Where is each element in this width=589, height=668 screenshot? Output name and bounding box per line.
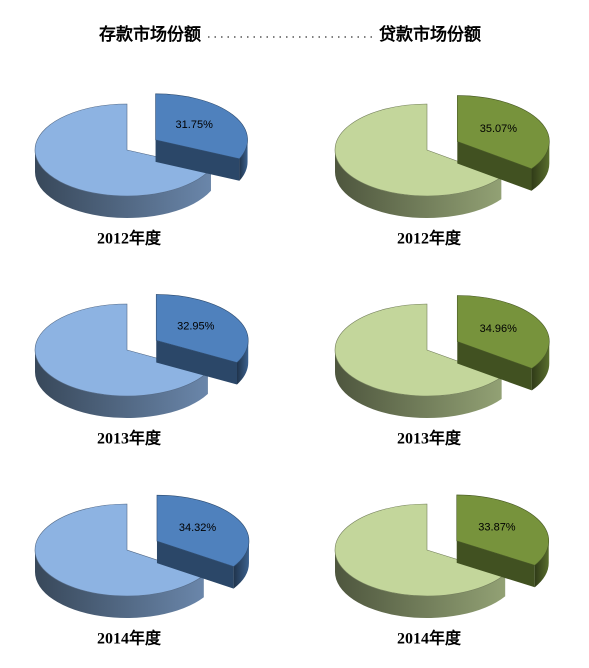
data-label: 35.07% — [480, 123, 518, 135]
data-label: 34.96% — [480, 323, 518, 335]
slice-side — [233, 541, 249, 589]
slice-side — [334, 550, 506, 618]
slice-cut-face — [155, 139, 240, 181]
slice-side — [531, 141, 550, 191]
chart-caption: 2014年度 — [397, 629, 462, 648]
pie-slice — [334, 303, 503, 397]
data-label: 33.87% — [478, 521, 516, 533]
slice-cut-face — [456, 540, 535, 588]
pie-slice — [334, 503, 506, 597]
slice-side — [531, 341, 550, 391]
header-left: 存款市场份额 — [99, 24, 201, 44]
pie-slice — [155, 93, 248, 160]
pie-slice — [156, 494, 250, 567]
data-label: 34.32% — [179, 522, 217, 534]
data-label: 31.75% — [176, 119, 214, 131]
slice-cut-face — [457, 141, 532, 191]
pie-slice — [456, 494, 549, 566]
slice-cut-face — [156, 340, 237, 385]
slice-side — [534, 540, 549, 588]
chart-caption: 2013年度 — [97, 429, 162, 448]
slice-side — [335, 150, 502, 219]
pie-slice — [457, 95, 550, 170]
header-right: 贷款市场份额 — [379, 24, 481, 44]
chart-caption: 2012年度 — [397, 229, 462, 248]
slice-side — [35, 350, 208, 419]
slice-side — [236, 340, 249, 385]
pie-slice — [155, 294, 249, 363]
slice-side — [335, 350, 502, 418]
slice-side — [35, 150, 211, 218]
pie-slice — [456, 295, 550, 369]
data-label: 32.95% — [177, 320, 215, 332]
slice-side — [35, 550, 204, 619]
pie-slice — [34, 303, 209, 397]
pie-slice — [34, 503, 205, 597]
pie-slice — [334, 103, 502, 197]
slice-cut-face — [457, 341, 532, 391]
slice-cut-face — [156, 541, 234, 589]
chart-caption: 2013年度 — [397, 429, 462, 448]
pie-slice — [34, 103, 212, 197]
chart-caption: 2014年度 — [97, 629, 162, 648]
chart-caption: 2012年度 — [97, 229, 162, 248]
